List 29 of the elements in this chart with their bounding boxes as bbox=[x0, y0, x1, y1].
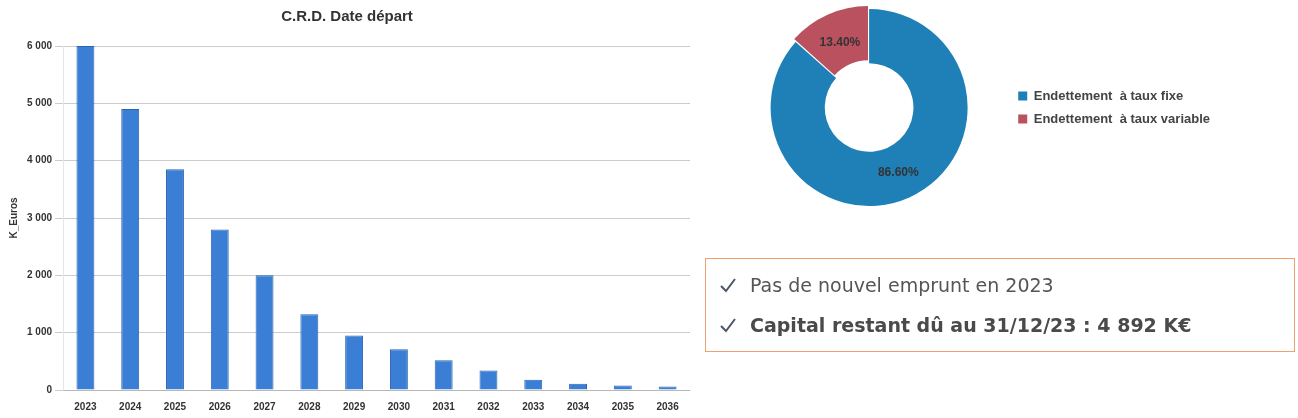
y-tick-label: 2 000 bbox=[26, 269, 53, 281]
y-tick-label: 1 000 bbox=[26, 326, 53, 338]
x-tick-label: 2030 bbox=[387, 400, 411, 412]
x-tick-label: 2032 bbox=[477, 400, 501, 412]
x-tick-label: 2036 bbox=[656, 400, 680, 412]
data-label: 13.40% bbox=[819, 34, 861, 49]
x-tick-label: 2029 bbox=[343, 400, 366, 412]
legend-label: Endettement à taux variable bbox=[1033, 110, 1210, 126]
x-tick-label: 2023 bbox=[74, 400, 97, 412]
x-tick-label: 2028 bbox=[298, 400, 321, 412]
y-tick-label: 5 000 bbox=[26, 97, 53, 109]
x-tick-label: 2027 bbox=[253, 400, 277, 412]
x-tick-label: 2031 bbox=[432, 400, 456, 412]
text: Capital restant dû au 31/12/23 : 4 892 K€ bbox=[750, 314, 1192, 336]
y-tick-label: 3 000 bbox=[26, 211, 53, 223]
x-tick-label: 2033 bbox=[522, 400, 545, 412]
text: Pas de nouvel emprunt en 2023 bbox=[750, 274, 1054, 296]
x-tick-label: 2025 bbox=[163, 400, 187, 412]
y-tick-label: 6 000 bbox=[26, 39, 53, 51]
x-tick-label: 2026 bbox=[208, 400, 232, 412]
data-label: 86.60% bbox=[877, 164, 919, 179]
legend-label: Endettement à taux fixe bbox=[1033, 87, 1184, 103]
x-tick-label: 2034 bbox=[566, 400, 590, 412]
x-tick-label: 2024 bbox=[119, 400, 142, 412]
x-tick-label: 2035 bbox=[611, 400, 635, 412]
y-axis-title: K_Euros bbox=[7, 197, 19, 239]
y-tick-label: 0 bbox=[46, 383, 53, 395]
chart-title: C.R.D. Date départ bbox=[281, 7, 413, 25]
y-tick-label: 4 000 bbox=[26, 154, 53, 166]
